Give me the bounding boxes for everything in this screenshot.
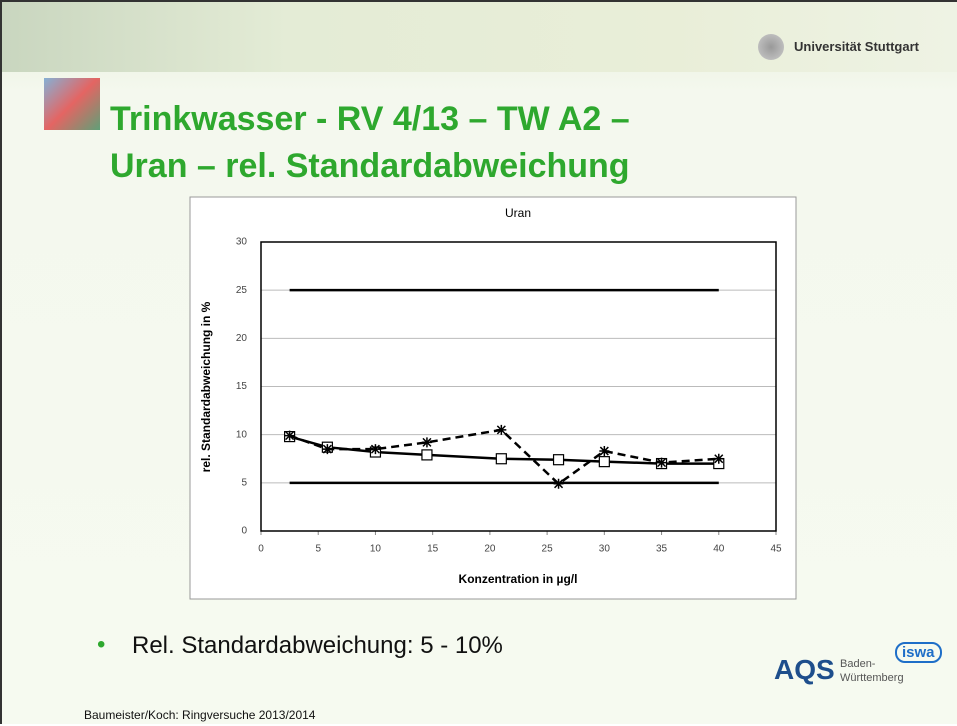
- bullet: Rel. Standardabweichung: 5 - 10%: [132, 632, 503, 659]
- header-band: [2, 2, 957, 72]
- x-tick-label: 20: [484, 544, 496, 555]
- x-tick-label: 35: [656, 544, 668, 555]
- uni-logo: [758, 34, 784, 60]
- x-axis-label: Konzentration in µg/l: [459, 572, 578, 586]
- x-tick-label: 15: [427, 544, 439, 555]
- title: Uran – rel. Standardabweichung: [110, 147, 630, 185]
- x-tick-label: 5: [315, 544, 321, 555]
- marker: [496, 424, 507, 435]
- marker: [421, 437, 432, 448]
- title: Trinkwasser - RV 4/13 – TW A2 –: [110, 100, 630, 138]
- y-tick-label: 25: [236, 285, 248, 296]
- bullet-dot: •: [97, 631, 106, 658]
- marker: [552, 454, 565, 466]
- x-tick-label: 25: [542, 544, 554, 555]
- logo-wuerttemberg: Württemberg: [840, 672, 904, 684]
- y-tick-label: 20: [236, 333, 248, 344]
- y-tick-label: 0: [241, 526, 247, 537]
- chart-title: Uran: [505, 206, 531, 220]
- footer: Baumeister/Koch: Ringversuche 2013/2014: [84, 708, 316, 722]
- x-tick-label: 45: [770, 544, 782, 555]
- marker: [495, 453, 507, 465]
- y-tick-label: 10: [236, 429, 248, 440]
- marker: [322, 444, 333, 455]
- logo-iswa: iswa: [895, 642, 942, 663]
- marker: [370, 444, 381, 455]
- logo-baden: Baden-: [840, 658, 876, 670]
- y-axis-label: rel. Standardabweichung in %: [199, 301, 213, 472]
- x-tick-label: 0: [258, 544, 264, 555]
- chart-area: [189, 196, 797, 600]
- x-tick-label: 40: [713, 544, 725, 555]
- marker: [284, 430, 295, 441]
- marker: [713, 453, 724, 464]
- x-tick-label: 30: [599, 544, 611, 555]
- marker: [598, 456, 610, 468]
- university: Universität Stuttgart: [794, 39, 919, 54]
- title-icon: [44, 78, 100, 130]
- logo-aqs: AQS: [774, 654, 835, 685]
- y-tick-label: 5: [241, 477, 247, 488]
- marker: [599, 446, 610, 457]
- marker: [656, 457, 667, 468]
- y-tick-label: 30: [236, 237, 248, 248]
- x-tick-label: 10: [370, 544, 382, 555]
- marker: [421, 449, 433, 461]
- plot-frame: [260, 241, 777, 532]
- y-tick-label: 15: [236, 381, 248, 392]
